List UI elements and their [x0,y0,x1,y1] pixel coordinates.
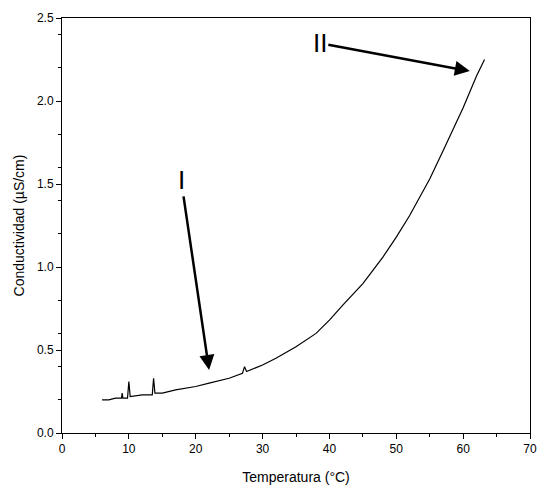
svg-text:30: 30 [256,442,270,456]
svg-text:Conductividad (µS/cm): Conductividad (µS/cm) [11,155,27,297]
svg-text:70: 70 [523,442,537,456]
svg-text:2.5: 2.5 [37,11,54,25]
svg-text:40: 40 [323,442,337,456]
svg-text:0.0: 0.0 [37,426,54,440]
svg-text:50: 50 [390,442,404,456]
svg-text:2.0: 2.0 [37,94,54,108]
svg-text:1.0: 1.0 [37,260,54,274]
svg-text:0: 0 [59,442,66,456]
svg-text:10: 10 [122,442,136,456]
svg-text:60: 60 [456,442,470,456]
svg-text:20: 20 [189,442,203,456]
svg-text:Temperatura (°C): Temperatura (°C) [242,469,350,485]
svg-text:1.5: 1.5 [37,177,54,191]
svg-text:I: I [178,165,185,195]
svg-text:0.5: 0.5 [37,343,54,357]
svg-text:II: II [313,28,327,58]
